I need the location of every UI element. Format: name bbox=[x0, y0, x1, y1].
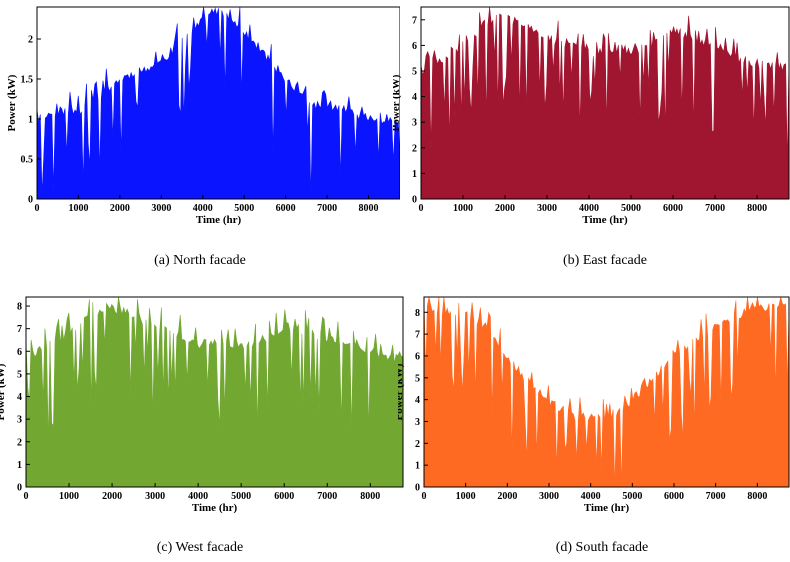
x-tick-label: 7000 bbox=[706, 491, 726, 502]
x-tick-label: 5000 bbox=[621, 203, 641, 214]
x-tick-label: 2000 bbox=[495, 203, 515, 214]
y-tick-label: 1 bbox=[28, 115, 33, 126]
y-tick-label: 0 bbox=[17, 483, 22, 494]
y-tick-label: 0 bbox=[28, 195, 33, 206]
x-tick-label: 2000 bbox=[110, 203, 130, 214]
caption-east-facade: (b) East facade bbox=[563, 253, 647, 268]
x-tick-label: 4000 bbox=[579, 203, 599, 214]
x-tick-label: 3000 bbox=[145, 491, 165, 502]
y-tick-label: 1 bbox=[17, 460, 22, 471]
east-facade-series-area bbox=[420, 6, 790, 200]
y-tick-label: 0 bbox=[412, 195, 417, 206]
caption-north-facade: (a) North facade bbox=[154, 253, 246, 268]
x-tick-label: 2000 bbox=[102, 491, 122, 502]
y-tick-label: 8 bbox=[17, 302, 22, 313]
x-axis-label: Time (hr) bbox=[196, 214, 242, 226]
x-axis-label: Time (hr) bbox=[192, 502, 238, 514]
y-tick-label: 3 bbox=[412, 118, 417, 129]
y-tick-label: 6 bbox=[412, 41, 417, 52]
x-tick-label: 8000 bbox=[747, 491, 767, 502]
y-tick-label: 7 bbox=[415, 330, 420, 341]
y-tick-label: 4 bbox=[17, 392, 22, 403]
x-tick-label: 5000 bbox=[234, 203, 254, 214]
x-tick-label: 0 bbox=[419, 203, 424, 214]
north-facade-series-area bbox=[36, 6, 401, 200]
x-tick-label: 5000 bbox=[231, 491, 251, 502]
x-tick-label: 1000 bbox=[456, 491, 476, 502]
y-tick-label: 3 bbox=[415, 417, 420, 428]
y-axis-label: Power (kW) bbox=[6, 74, 18, 131]
x-tick-label: 8000 bbox=[360, 491, 380, 502]
x-tick-label: 4000 bbox=[188, 491, 208, 502]
x-tick-label: 5000 bbox=[622, 491, 642, 502]
y-tick-label: 1 bbox=[412, 169, 417, 180]
y-tick-label: 7 bbox=[17, 324, 22, 335]
caption-west-facade: (c) West facade bbox=[156, 540, 244, 555]
y-tick-label: 4 bbox=[415, 395, 420, 406]
panel-west-facade: 0 1000 2000 3000 4000 5000 6000 7000 8000 0 1 2 3 4 5 6… bbox=[0, 290, 405, 527]
y-tick-label: 8 bbox=[415, 308, 420, 319]
panel-north-facade: 0 1000 2000 3000 4000 5000 6000 7000 8000 0 0.5 1 1.… bbox=[0, 0, 401, 237]
x-tick-label: 1000 bbox=[59, 491, 79, 502]
y-axis-label: Power (kW) bbox=[398, 363, 405, 420]
y-tick-label: 5 bbox=[412, 67, 417, 78]
y-tick-label: 7 bbox=[412, 15, 417, 26]
south-facade-chart: 0 1000 2000 3000 4000 5000 6000 7000 8000 0 1 2 3 4 5 6… bbox=[393, 296, 790, 514]
east-facade-chart: 0 1000 2000 3000 4000 5000 6000 7000 8000 0 1 2 3 4 5 6… bbox=[390, 6, 790, 226]
y-tick-label: 5 bbox=[17, 369, 22, 380]
x-axis-label: Time (hr) bbox=[582, 214, 628, 226]
x-tick-label: 7000 bbox=[317, 203, 337, 214]
y-axis-label: Power (kW) bbox=[0, 363, 7, 420]
x-tick-label: 6000 bbox=[663, 203, 683, 214]
west-facade-plot-frame bbox=[25, 296, 404, 488]
x-tick-label: 2000 bbox=[497, 491, 517, 502]
x-axis-label: Time (hr) bbox=[584, 502, 630, 514]
y-tick-label: 5 bbox=[415, 373, 420, 384]
y-tick-label: 2 bbox=[412, 143, 417, 154]
y-tick-label: 6 bbox=[17, 347, 22, 358]
y-tick-label: 0 bbox=[415, 483, 420, 494]
x-tick-label: 6000 bbox=[274, 491, 294, 502]
x-tick-label: 3000 bbox=[539, 491, 559, 502]
y-tick-label: 1 bbox=[415, 461, 420, 472]
x-tick-label: 1000 bbox=[68, 203, 88, 214]
west-facade-chart: 0 1000 2000 3000 4000 5000 6000 7000 8000 0 1 2 3 4 5 6… bbox=[0, 296, 404, 514]
x-tick-label: 7000 bbox=[705, 203, 725, 214]
x-tick-label: 1000 bbox=[453, 203, 473, 214]
x-tick-label: 6000 bbox=[276, 203, 296, 214]
y-tick-label: 6 bbox=[415, 351, 420, 362]
y-tick-label: 2 bbox=[28, 35, 33, 46]
north-facade-chart: 0 1000 2000 3000 4000 5000 6000 7000 8000 0 0.5 1 1.… bbox=[6, 6, 401, 226]
x-tick-label: 0 bbox=[24, 491, 29, 502]
south-facade-series-area bbox=[423, 296, 790, 488]
y-tick-label: 3 bbox=[17, 415, 22, 426]
y-tick-label: 1.5 bbox=[21, 75, 34, 86]
x-tick-label: 4000 bbox=[581, 491, 601, 502]
x-tick-label: 6000 bbox=[664, 491, 684, 502]
y-tick-label: 2 bbox=[415, 439, 420, 450]
caption-south-facade: (d) South facade bbox=[555, 540, 649, 555]
y-tick-label: 2 bbox=[17, 437, 22, 448]
x-tick-label: 7000 bbox=[317, 491, 337, 502]
x-tick-label: 8000 bbox=[359, 203, 379, 214]
y-axis-label: Power (kW) bbox=[393, 74, 402, 131]
x-tick-label: 4000 bbox=[193, 203, 213, 214]
y-tick-label: 4 bbox=[412, 92, 417, 103]
west-facade-series-area bbox=[25, 296, 404, 488]
south-facade-plot-frame bbox=[423, 296, 790, 488]
x-tick-label: 0 bbox=[422, 491, 427, 502]
x-tick-label: 0 bbox=[35, 203, 40, 214]
panel-east-facade: 0 1000 2000 3000 4000 5000 6000 7000 8000 0 1 2 3 4 5 6… bbox=[390, 0, 790, 237]
x-tick-label: 3000 bbox=[537, 203, 557, 214]
x-tick-label: 3000 bbox=[151, 203, 171, 214]
east-facade-plot-frame bbox=[420, 6, 790, 200]
panel-south-facade: 0 1000 2000 3000 4000 5000 6000 7000 8000 0 1 2 3 4 5 6… bbox=[393, 290, 790, 527]
y-tick-label: 0.5 bbox=[21, 155, 34, 166]
x-tick-label: 8000 bbox=[747, 203, 767, 214]
